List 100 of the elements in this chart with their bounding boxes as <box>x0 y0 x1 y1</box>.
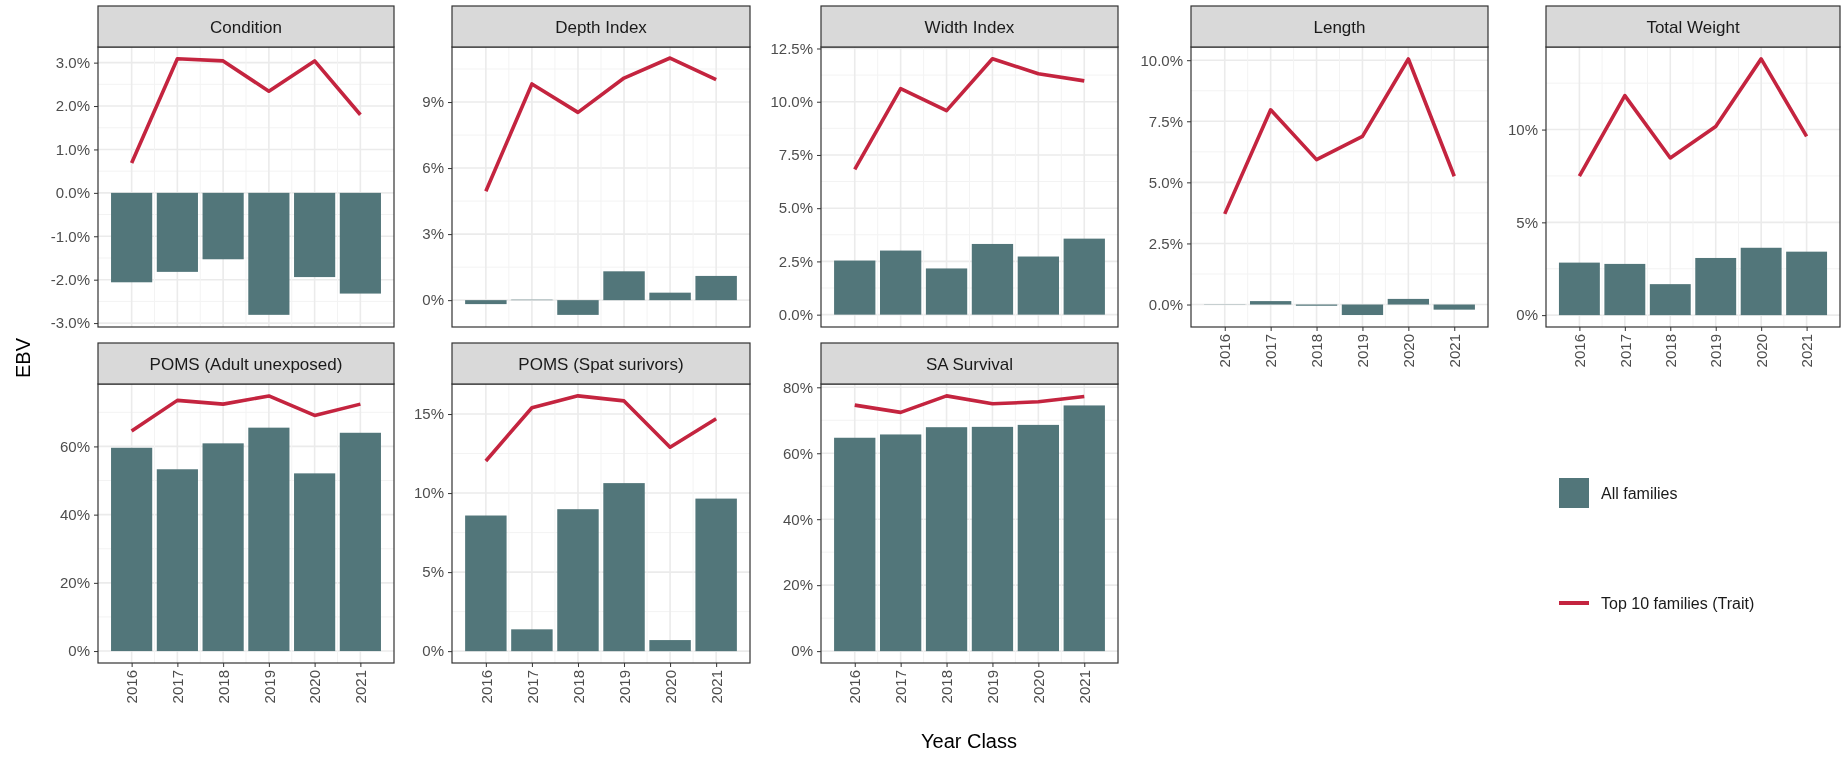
bar <box>1017 424 1060 652</box>
x-tick-label: 2020 <box>1400 334 1418 368</box>
y-tick-label: 20% <box>59 574 90 592</box>
bar <box>1604 263 1646 316</box>
bar <box>465 300 507 305</box>
x-tick-label: 2016 <box>477 670 495 704</box>
y-tick-label: 2.5% <box>1148 234 1183 252</box>
line-series <box>852 56 1087 172</box>
bar <box>649 640 691 652</box>
bar <box>879 434 922 652</box>
bar <box>971 426 1014 652</box>
y-tick-label: 0% <box>422 291 444 309</box>
x-tick-label: 2018 <box>1308 334 1326 368</box>
bar <box>695 498 737 652</box>
bar <box>1558 262 1600 316</box>
bar <box>465 515 507 652</box>
y-tick-label: 10% <box>1507 120 1538 138</box>
line-series <box>852 394 1087 415</box>
bar <box>294 473 336 652</box>
y-tick-label: 80% <box>782 378 813 396</box>
bar <box>879 250 922 315</box>
x-tick-label: 2016 <box>123 670 141 704</box>
x-tick-label: 2019 <box>615 670 633 704</box>
x-tick-label: 2020 <box>1752 334 1770 368</box>
x-tick-label: 2019 <box>984 670 1002 704</box>
y-tick-label: 3.0% <box>55 53 90 71</box>
line-series <box>484 394 718 463</box>
y-tick-label: 7.5% <box>1148 112 1183 130</box>
chart-title: SA Survival <box>926 354 1013 374</box>
y-tick-label: 2.0% <box>55 97 90 115</box>
x-tick-label: 2021 <box>1446 334 1464 368</box>
y-tick-label: 12.5% <box>770 39 813 57</box>
x-tick-label: 2016 <box>1216 334 1234 368</box>
y-tick-label: -2.0% <box>50 270 90 288</box>
y-tick-label: -1.0% <box>50 227 90 245</box>
y-tick-label: 1.0% <box>55 140 90 158</box>
legend-label: All families <box>1601 485 1678 502</box>
y-axis-title: EBV <box>12 337 34 379</box>
bar <box>925 427 968 652</box>
bar <box>1063 238 1105 315</box>
y-tick-label: 5% <box>1516 213 1538 231</box>
y-tick-label: 5% <box>422 563 444 581</box>
bar <box>339 432 381 652</box>
y-tick-label: 0.0% <box>1148 295 1183 313</box>
x-tick-label: 2018 <box>214 670 232 704</box>
x-tick-label: 2020 <box>1030 670 1048 704</box>
chart-title: Condition <box>210 17 282 37</box>
x-tick-label: 2017 <box>523 670 541 704</box>
bar <box>1649 284 1691 316</box>
y-tick-label: 0% <box>791 642 813 660</box>
x-tick-label: 2016 <box>1571 334 1589 368</box>
y-tick-label: 3% <box>422 225 444 243</box>
bar <box>1063 405 1105 652</box>
x-tick-label: 2021 <box>352 670 370 704</box>
x-tick-label: 2017 <box>169 670 187 704</box>
bar <box>834 260 876 315</box>
x-tick-label: 2021 <box>1798 334 1816 368</box>
x-tick-label: 2018 <box>569 670 587 704</box>
x-tick-label: 2019 <box>260 670 278 704</box>
x-tick-label: 2021 <box>707 670 725 704</box>
bar <box>511 629 553 652</box>
y-tick-label: 15% <box>413 405 444 423</box>
y-tick-label: 10.0% <box>1140 51 1183 69</box>
y-tick-label: 20% <box>782 576 813 594</box>
bar <box>649 292 691 301</box>
bar <box>603 271 645 301</box>
chart-title: Total Weight <box>1646 17 1740 37</box>
y-tick-label: 60% <box>782 444 813 462</box>
y-tick-label: 0% <box>68 642 90 660</box>
bar <box>603 483 645 652</box>
x-tick-label: 2021 <box>1076 670 1094 704</box>
y-tick-label: 40% <box>59 505 90 523</box>
chart-title: POMS (Spat surivors) <box>518 354 684 374</box>
bar <box>557 509 599 652</box>
x-tick-label: 2019 <box>1707 334 1725 368</box>
y-tick-label: 60% <box>59 437 90 455</box>
y-tick-label: 10% <box>413 484 444 502</box>
x-tick-label: 2017 <box>1616 334 1634 368</box>
chart-title: POMS (Adult unexposed) <box>149 354 343 374</box>
chart-title: Length <box>1313 17 1366 37</box>
line-series <box>484 56 718 193</box>
bar <box>971 243 1014 315</box>
x-axis-title: Year Class <box>921 730 1017 752</box>
y-tick-label: 0.0% <box>55 184 90 202</box>
y-tick-label: 5.0% <box>778 199 813 217</box>
bar <box>695 275 737 301</box>
y-tick-label: -3.0% <box>50 314 90 332</box>
bar <box>557 300 599 315</box>
y-tick-label: 5.0% <box>1148 173 1183 191</box>
chart-title: Width Index <box>924 17 1015 37</box>
line-series <box>129 394 363 433</box>
y-tick-label: 7.5% <box>778 146 813 164</box>
y-tick-label: 0% <box>422 642 444 660</box>
line-series <box>129 56 363 165</box>
bar <box>1786 251 1828 316</box>
legend-label: Top 10 families (Trait) <box>1601 595 1755 612</box>
x-tick-label: 2016 <box>846 670 864 704</box>
y-tick-label: 9% <box>422 93 444 111</box>
bar <box>1017 256 1060 315</box>
y-tick-label: 0% <box>1516 306 1538 324</box>
